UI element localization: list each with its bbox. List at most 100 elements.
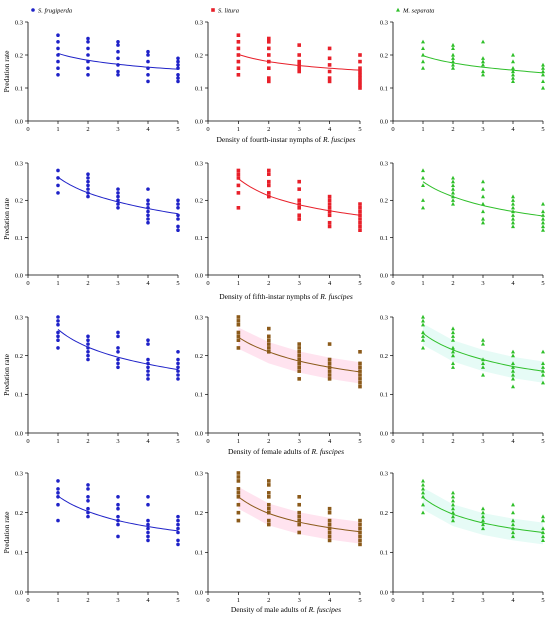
data-point	[236, 491, 241, 495]
data-point	[116, 202, 120, 206]
data-point	[267, 522, 271, 527]
data-point	[511, 201, 515, 206]
data-point	[358, 384, 362, 389]
data-point	[327, 369, 332, 373]
data-point	[86, 176, 90, 180]
data-point	[451, 494, 455, 499]
legend-marker	[211, 8, 215, 12]
x-tick-label: 3	[298, 280, 301, 287]
panel-r0-c1: 0.0 0.1 0.2 0.3 0 1 2 3 4 5 S. litura	[195, 7, 362, 133]
data-point	[267, 342, 271, 346]
x-axis-label-prefix: Density of female adults of	[228, 447, 312, 456]
data-point	[176, 206, 180, 210]
y-tick-label: 0.3	[195, 314, 203, 321]
x-tick-label: 5	[358, 438, 361, 445]
data-point	[451, 198, 455, 202]
data-point	[86, 483, 90, 487]
data-point	[511, 502, 515, 507]
y-tick-label: 0.3	[195, 160, 203, 167]
panel-r1-c2: 0.0 0.1 0.2 0.3 0 1 2 3 4 5	[380, 160, 545, 287]
data-point	[541, 365, 545, 369]
data-point	[236, 322, 241, 327]
data-point	[236, 502, 241, 507]
data-point	[267, 191, 271, 195]
data-point	[297, 530, 301, 535]
data-point	[146, 198, 150, 203]
y-tick-label: 0.3	[380, 314, 388, 321]
data-point	[511, 66, 515, 70]
data-point	[327, 361, 332, 366]
data-point	[511, 209, 515, 214]
data-point	[146, 217, 150, 221]
data-point	[236, 479, 241, 483]
data-point	[481, 522, 485, 527]
y-tick-label: 0.0	[380, 589, 388, 596]
data-point	[327, 534, 332, 539]
data-point	[236, 346, 241, 350]
data-point	[481, 506, 485, 511]
x-tick-label: 3	[481, 597, 484, 604]
data-point	[176, 369, 180, 373]
data-point	[236, 330, 241, 335]
x-tick-label: 3	[116, 280, 119, 287]
data-point	[146, 209, 150, 214]
data-point	[236, 191, 241, 195]
data-point	[146, 534, 150, 539]
data-point	[421, 334, 425, 338]
data-point	[146, 522, 150, 527]
data-point	[297, 63, 301, 67]
data-point	[297, 522, 301, 527]
data-point	[421, 198, 425, 202]
data-point	[236, 66, 241, 70]
data-point	[327, 510, 332, 515]
data-point	[176, 530, 180, 535]
data-point	[481, 510, 485, 515]
data-point	[86, 498, 90, 503]
data-point	[297, 369, 301, 373]
x-tick-label: 0	[206, 597, 209, 604]
data-point	[267, 40, 271, 44]
data-point	[116, 357, 120, 362]
legend-marker	[31, 8, 35, 12]
data-point	[86, 342, 90, 346]
data-point	[358, 213, 362, 218]
data-point	[236, 495, 241, 499]
data-point	[481, 209, 485, 214]
data-point	[327, 46, 332, 51]
data-point	[327, 69, 332, 74]
data-point	[176, 73, 180, 77]
x-tick-label: 0	[391, 126, 394, 133]
data-point	[86, 338, 90, 343]
x-tick-label: 4	[146, 438, 150, 445]
data-point	[451, 59, 455, 64]
x-tick-label: 2	[86, 438, 89, 445]
data-point	[421, 330, 425, 335]
data-point	[421, 314, 425, 319]
data-point	[297, 361, 301, 366]
data-point	[327, 522, 332, 527]
data-point	[541, 66, 545, 70]
data-point	[176, 224, 180, 229]
data-point	[358, 526, 362, 531]
data-point	[146, 502, 150, 507]
x-tick-label: 5	[358, 597, 361, 604]
data-point	[116, 495, 120, 499]
data-point	[86, 179, 90, 184]
data-point	[511, 376, 515, 381]
data-point	[541, 368, 545, 373]
data-point	[56, 176, 60, 180]
x-tick-label: 5	[176, 597, 179, 604]
data-point	[451, 353, 455, 358]
x-tick-label: 4	[328, 280, 332, 287]
data-point	[358, 220, 362, 225]
x-tick-label: 2	[86, 126, 89, 133]
data-point	[267, 326, 271, 331]
data-point	[297, 518, 301, 523]
data-point	[451, 334, 455, 338]
x-axis-label-species: R. fuscipes	[319, 292, 353, 301]
x-tick-label: 5	[541, 597, 544, 604]
y-tick-label: 0.0	[15, 589, 23, 596]
data-point	[327, 224, 332, 229]
data-point	[358, 373, 362, 377]
data-point	[267, 194, 271, 199]
